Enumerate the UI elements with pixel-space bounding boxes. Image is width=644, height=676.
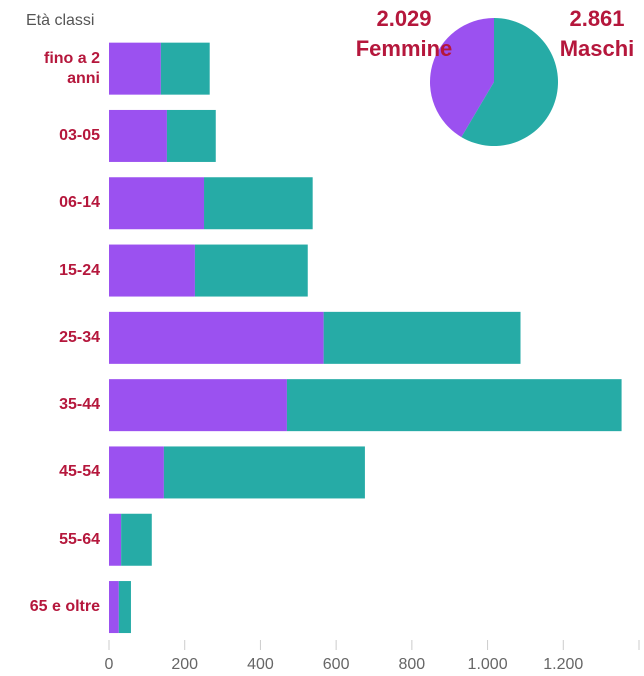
x-tick-label: 1.200 — [543, 656, 583, 673]
bar-segment — [109, 177, 205, 230]
y-tick-label: 06-14 — [59, 194, 100, 212]
y-tick-label: 45-54 — [59, 463, 100, 481]
bar-segment — [109, 581, 119, 634]
x-tick-label: 0 — [105, 656, 114, 673]
bar-segment — [323, 311, 521, 364]
y-tick-label: 15-24 — [59, 261, 100, 279]
bar-segment — [109, 109, 167, 162]
bar-segment — [166, 109, 216, 162]
bar-segment — [109, 244, 195, 297]
bar-segment — [194, 244, 308, 297]
bar-segment — [163, 446, 365, 499]
bar-segment — [109, 513, 122, 566]
pie-slice — [461, 18, 558, 146]
bar-segment — [109, 379, 287, 432]
y-tick-label: 25-34 — [59, 328, 100, 346]
y-tick-label: 65 e oltre — [29, 598, 100, 616]
bar-segment — [286, 379, 622, 432]
y-tick-label: 55-64 — [59, 530, 100, 548]
axis-label: Età classi — [26, 12, 94, 29]
pie-value-label: 2.029 — [376, 6, 431, 31]
y-tick-label: fino a 2 anni — [43, 49, 100, 87]
pie-slice — [430, 18, 494, 138]
x-tick-label: 200 — [171, 656, 198, 673]
bar-segment — [204, 177, 313, 230]
bar-segment — [118, 581, 131, 634]
bar-segment — [109, 311, 324, 364]
pie-category-label: Femmine — [356, 36, 453, 61]
y-tick-label: 35-44 — [59, 396, 100, 414]
bar-segment — [109, 42, 161, 95]
x-tick-label: 600 — [323, 656, 350, 673]
y-tick-label: 03-05 — [59, 126, 100, 144]
pie-category-label: Maschi — [560, 36, 635, 61]
bar-segment — [109, 446, 164, 499]
x-tick-label: 400 — [247, 656, 274, 673]
bar-segment — [160, 42, 210, 95]
bar-segment — [121, 513, 152, 566]
pie-value-label: 2.861 — [569, 6, 624, 31]
x-tick-label: 1.000 — [468, 656, 508, 673]
x-tick-label: 800 — [399, 656, 426, 673]
